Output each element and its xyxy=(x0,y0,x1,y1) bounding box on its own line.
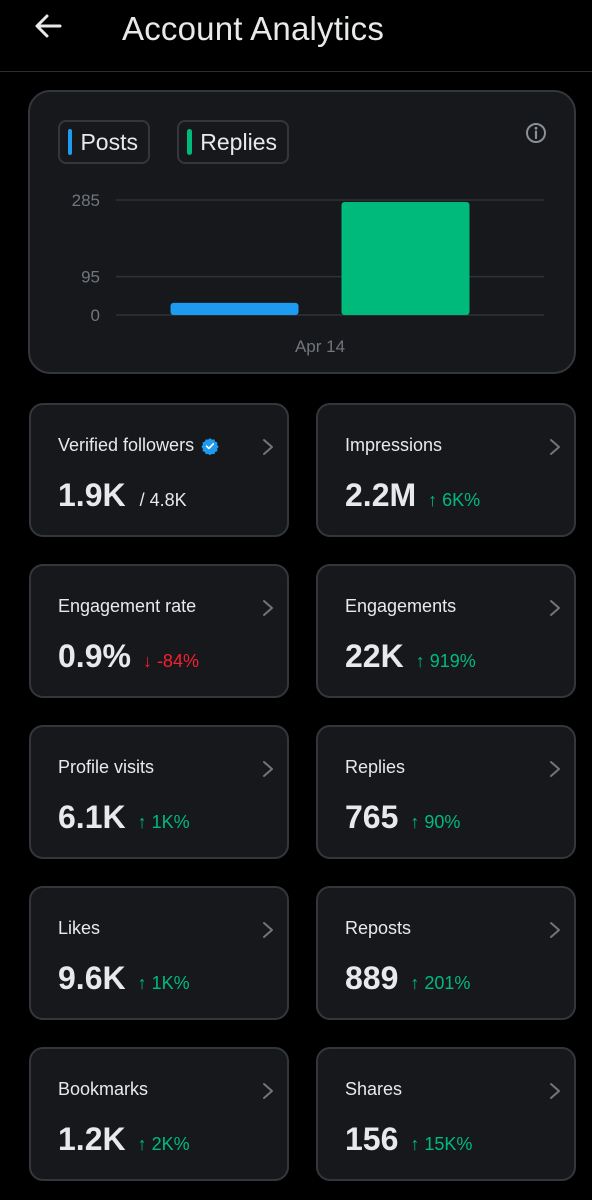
metric-value: 889 xyxy=(345,960,399,996)
legend-replies-swatch xyxy=(187,129,193,155)
verified-badge-icon xyxy=(201,437,219,455)
metric-label: Reposts xyxy=(345,918,411,939)
chevron-right-icon xyxy=(550,1083,560,1099)
metric-card-likes[interactable]: Likes 9.6K ↑ 1K% xyxy=(29,886,289,1020)
metric-value: 9.6K xyxy=(58,960,126,996)
bar-posts[interactable] xyxy=(170,302,299,315)
metric-label: Verified followers xyxy=(58,435,219,456)
metric-value: 1.9K xyxy=(58,477,126,513)
metric-label-text: Verified followers xyxy=(58,435,195,455)
chevron-right-icon xyxy=(550,922,560,938)
metric-value: 6.1K xyxy=(58,799,126,835)
metric-card-replies[interactable]: Replies 765 ↑ 90% xyxy=(316,725,576,859)
chevron-right-icon xyxy=(263,439,273,455)
legend-posts-label: Posts xyxy=(80,128,138,155)
chevron-right-icon xyxy=(263,761,273,777)
metric-value-row: 156 ↑ 15K% xyxy=(345,1121,472,1158)
metric-value: 0.9% xyxy=(58,638,131,674)
bar-replies[interactable] xyxy=(341,202,470,315)
chevron-right-icon xyxy=(550,439,560,455)
metric-value-row: 22K ↑ 919% xyxy=(345,638,476,675)
metric-label: Engagements xyxy=(345,596,456,617)
x-tick-label: Apr 14 xyxy=(295,337,345,356)
metric-label: Impressions xyxy=(345,435,442,456)
metric-value: 2.2M xyxy=(345,477,417,513)
metric-value-row: 765 ↑ 90% xyxy=(345,799,460,836)
metric-change: ↑ 201% xyxy=(410,973,471,993)
metric-change: ↑ 1K% xyxy=(137,812,190,832)
chevron-right-icon xyxy=(550,600,560,616)
metric-value-row: 1.2K ↑ 2K% xyxy=(58,1121,190,1158)
y-tick-label: 95 xyxy=(81,268,100,287)
metric-label-text: Replies xyxy=(345,757,406,777)
legend-replies[interactable]: Replies xyxy=(177,120,289,164)
metric-label-text: Engagements xyxy=(345,596,457,616)
metric-card-bookmarks[interactable]: Bookmarks 1.2K ↑ 2K% xyxy=(29,1047,289,1181)
chevron-right-icon xyxy=(263,922,273,938)
metric-label-text: Impressions xyxy=(345,435,443,455)
metric-value-row: 2.2M ↑ 6K% xyxy=(345,477,480,514)
metric-change: ↑ 2K% xyxy=(137,1134,190,1154)
metric-value: 156 xyxy=(345,1121,399,1157)
chevron-right-icon xyxy=(263,1083,273,1099)
metric-card-engagement-rate[interactable]: Engagement rate 0.9% ↓ -84% xyxy=(29,564,289,698)
page-title: Account Analytics xyxy=(122,10,385,47)
metric-label: Engagement rate xyxy=(58,596,196,617)
metric-card-shares[interactable]: Shares 156 ↑ 15K% xyxy=(316,1047,576,1181)
metric-change: ↓ -84% xyxy=(142,651,199,671)
metric-value-row: 9.6K ↑ 1K% xyxy=(58,960,190,997)
metric-value-row: 6.1K ↑ 1K% xyxy=(58,799,190,836)
metric-value: 1.2K xyxy=(58,1121,126,1157)
metric-change: ↑ 1K% xyxy=(137,973,190,993)
metric-card-impressions[interactable]: Impressions 2.2M ↑ 6K% xyxy=(316,403,576,537)
y-tick-label: 0 xyxy=(91,306,100,325)
metric-card-profile-visits[interactable]: Profile visits 6.1K ↑ 1K% xyxy=(29,725,289,859)
metric-change: ↑ 90% xyxy=(410,812,461,832)
metric-label: Likes xyxy=(58,918,100,939)
legend-replies-label: Replies xyxy=(200,128,277,155)
metric-label-text: Bookmarks xyxy=(58,1079,149,1099)
metric-label: Shares xyxy=(345,1079,402,1100)
metric-card-reposts[interactable]: Reposts 889 ↑ 201% xyxy=(316,886,576,1020)
chevron-right-icon xyxy=(263,600,273,616)
metric-label-text: Reposts xyxy=(345,918,412,938)
metric-label-text: Profile visits xyxy=(58,757,155,777)
metric-card-verified-followers[interactable]: Verified followers 1.9K / 4.8K xyxy=(29,403,289,537)
metric-label: Bookmarks xyxy=(58,1079,148,1100)
metric-label: Profile visits xyxy=(58,757,154,778)
metric-label-text: Shares xyxy=(345,1079,403,1099)
metric-value: 22K xyxy=(345,638,404,674)
metric-change: ↑ 919% xyxy=(415,651,476,671)
legend-posts[interactable]: Posts xyxy=(58,120,150,164)
info-icon[interactable] xyxy=(524,121,548,145)
metric-value-row: 0.9% ↓ -84% xyxy=(58,638,199,675)
metric-label-text: Engagement rate xyxy=(58,596,197,616)
metric-change: ↑ 15K% xyxy=(410,1134,473,1154)
legend-posts-swatch xyxy=(68,129,73,155)
metric-total: / 4.8K xyxy=(139,490,187,510)
metric-value-row: 889 ↑ 201% xyxy=(345,960,470,997)
chevron-right-icon xyxy=(550,761,560,777)
metric-value: 765 xyxy=(345,799,399,835)
bar-chart: 285 95 0 Apr 14 xyxy=(72,191,544,356)
metric-value-row: 1.9K / 4.8K xyxy=(58,477,187,514)
header: Account Analytics xyxy=(0,0,592,72)
back-button[interactable] xyxy=(30,8,66,44)
arrow-left-icon xyxy=(35,14,62,38)
metric-label: Replies xyxy=(345,757,405,778)
metric-label-text: Likes xyxy=(58,918,101,938)
y-tick-label: 285 xyxy=(72,191,100,210)
metric-card-engagements[interactable]: Engagements 22K ↑ 919% xyxy=(316,564,576,698)
metric-change: ↑ 6K% xyxy=(428,490,481,510)
chart-card: Posts Replies 285 95 0 Apr 14 xyxy=(28,90,576,374)
